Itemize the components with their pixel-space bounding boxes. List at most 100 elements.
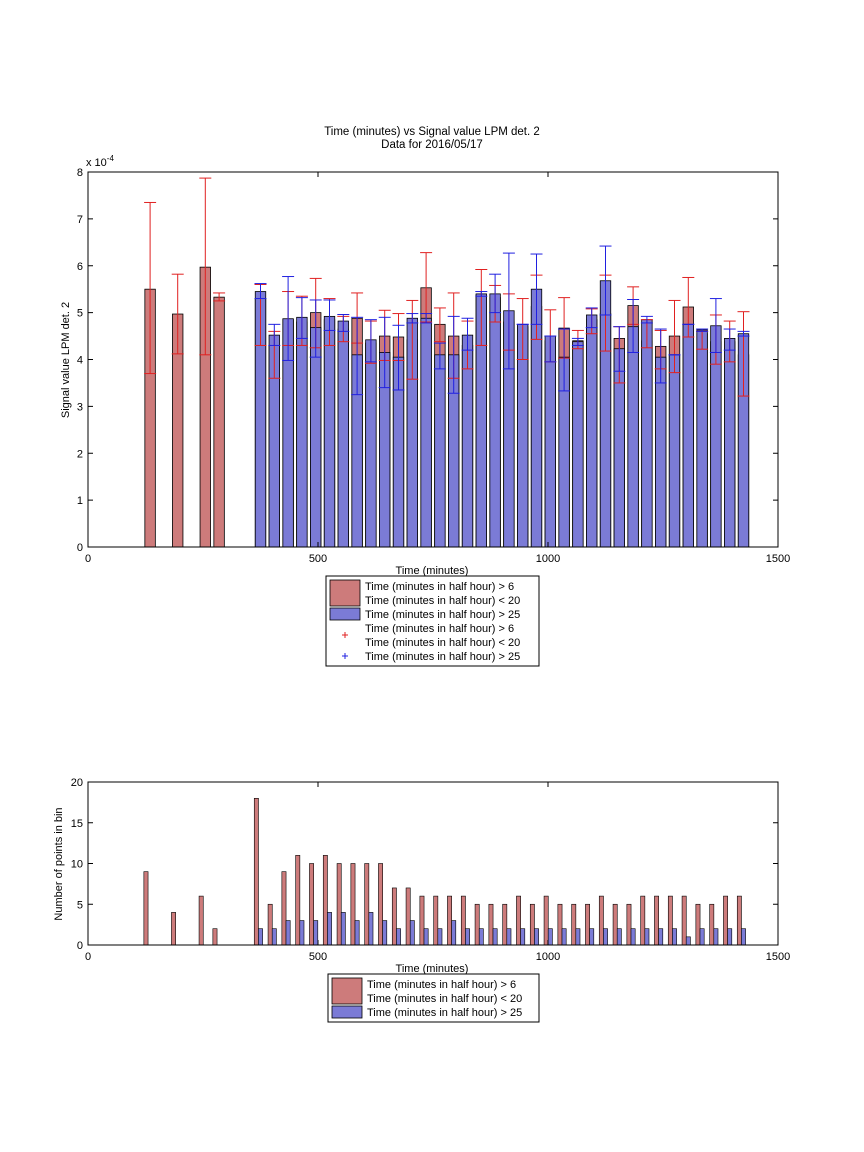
bar [586, 314, 598, 548]
count-bar [409, 920, 415, 946]
count-bar [267, 903, 273, 946]
bar [310, 327, 322, 548]
count-bar [198, 895, 204, 946]
legend-swatch [331, 977, 363, 1005]
legend-frame [325, 575, 540, 667]
bar [323, 315, 336, 548]
bar [724, 338, 736, 548]
count-bar [354, 920, 360, 946]
error-bar [723, 328, 736, 351]
error-bar [475, 291, 488, 297]
error-bar [144, 201, 157, 375]
error-bar [489, 273, 502, 314]
error-bar [613, 326, 626, 372]
error-bar [447, 315, 460, 394]
count-bar [713, 928, 719, 946]
error-bar [709, 298, 722, 353]
count-bar [723, 895, 728, 946]
count-bar [478, 928, 484, 946]
count-bar [212, 928, 218, 946]
x-tick-label: 1500 [766, 553, 790, 565]
x-tick-label: 500 [309, 553, 327, 565]
count-bar [299, 920, 305, 946]
count-bar [327, 912, 332, 946]
count-axes: 0 5 10 15 20 0 500 1000 1500 [71, 777, 790, 963]
error-bar [378, 316, 391, 389]
count-bar [612, 903, 618, 946]
count-bar [741, 928, 746, 946]
error-bar [433, 342, 446, 370]
x-tick-label: 0 [85, 553, 91, 565]
count-bar [364, 863, 370, 946]
count-bar [336, 863, 342, 946]
count-bar [502, 903, 508, 946]
error-bar [309, 299, 322, 358]
count-bar [598, 895, 604, 946]
bar [668, 354, 681, 548]
legend-swatch [329, 607, 361, 621]
count-bar [557, 903, 563, 946]
error-bar [461, 317, 474, 351]
bar [296, 316, 308, 548]
signal-bars [144, 266, 750, 548]
y-tick-label: 6 [77, 261, 83, 273]
count-bar [589, 928, 595, 946]
legend-label: Time (minutes in half hour) > 25 [365, 651, 520, 663]
count-bar [419, 895, 425, 946]
count-bar [506, 928, 512, 946]
error-bar [668, 299, 681, 374]
error-bar [696, 328, 709, 332]
count-bar [378, 863, 383, 946]
plot-frame [87, 781, 779, 946]
y-axis-label: Signal value LPM det. 2 [60, 302, 72, 418]
error-bar [323, 299, 336, 331]
error-bar [737, 311, 750, 397]
error-bar [433, 307, 446, 343]
count-bar [465, 928, 470, 946]
bar [682, 323, 694, 548]
legend-label: Time (minutes in half hour) > 6 [365, 623, 514, 635]
bar [544, 335, 556, 548]
legend-label: Time (minutes in half hour) < 20 [367, 993, 522, 1005]
signal-errorbars [144, 177, 750, 397]
legend-label: Time (minutes in half hour) < 20 [365, 637, 520, 649]
error-bar [268, 323, 281, 346]
count-bar [561, 928, 567, 946]
error-bar [199, 177, 212, 356]
count-bar [667, 895, 673, 946]
count-bar [699, 928, 705, 946]
error-bar [737, 330, 750, 337]
count-bar [451, 920, 457, 946]
count-bar [340, 912, 346, 946]
y-tick-label: 0 [77, 542, 83, 554]
y-tick-label: 20 [71, 777, 83, 789]
y-exponent-label: x 10-4 [86, 154, 114, 169]
y-tick-label: 10 [71, 859, 83, 871]
count-bar [253, 797, 259, 946]
y-tick-label: 4 [77, 355, 83, 367]
error-bar [351, 316, 364, 396]
count-bar [529, 903, 535, 946]
error-bar [571, 337, 584, 346]
error-bar [171, 273, 184, 355]
count-bar [143, 871, 149, 946]
signal-axes: 0 1 2 3 4 5 6 7 8 0 500 1000 1500 [77, 167, 790, 565]
error-bar [406, 313, 419, 324]
x-tick-label: 1000 [536, 553, 560, 565]
count-bar [437, 928, 443, 946]
y-tick-label: 0 [77, 940, 83, 952]
y-tick-label: 5 [77, 899, 83, 911]
bar [337, 320, 349, 548]
y-axis-label: Number of points in bin [53, 807, 65, 920]
signal-chart: Time (minutes) vs Signal value LPM det. … [60, 126, 790, 667]
count-bar [488, 903, 494, 946]
y-tick-label: 8 [77, 167, 83, 179]
y-tick-label: 1 [77, 495, 83, 507]
bar [365, 339, 377, 548]
error-bar [337, 314, 350, 332]
count-bar [396, 928, 401, 946]
bar [489, 293, 501, 548]
count-bar [423, 928, 429, 946]
x-tick-label: 1500 [766, 951, 790, 963]
error-bar [585, 307, 598, 329]
